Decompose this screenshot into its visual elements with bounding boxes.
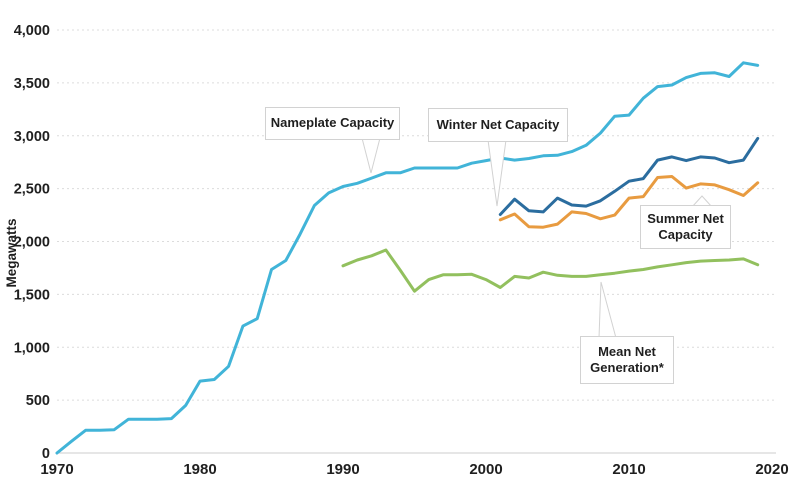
callout-summer-net-capacity: Summer Net Capacity <box>640 205 731 249</box>
y-axis-title: Megawatts <box>4 218 19 287</box>
y-tick-label: 3,500 <box>14 76 50 92</box>
y-tick-label: 500 <box>26 393 50 409</box>
y-tick-label: 3,000 <box>14 129 50 145</box>
callout-nameplate-capacity: Nameplate Capacity <box>265 107 400 140</box>
y-tick-label: 1,500 <box>14 287 50 303</box>
series-line-nameplate-capacity <box>55 61 760 455</box>
series-line-mean-net-generation <box>341 248 760 293</box>
y-tick-label: 2,000 <box>14 235 50 251</box>
callout-label: Mean Net <box>598 343 656 359</box>
y-tick-label: 4,000 <box>14 23 50 39</box>
x-tick-label: 1980 <box>183 461 216 478</box>
x-tick-label: 2020 <box>755 461 788 478</box>
callout-pointer-nameplate <box>361 137 381 174</box>
callout-label: Generation* <box>590 360 664 375</box>
callout-winter-net-capacity: Winter Net Capacity <box>428 108 568 142</box>
series-line-summer-net-capacity <box>498 175 760 229</box>
y-tick-label: 2,500 <box>14 182 50 198</box>
series-line-winter-net-capacity <box>498 136 760 216</box>
x-tick-label: 1990 <box>326 461 359 478</box>
y-tick-label: 1,000 <box>14 340 50 356</box>
callout-label: Winter Net Capacity <box>436 116 560 132</box>
y-tick-label: 0 <box>42 446 50 462</box>
callout-pointer-winter <box>487 139 507 207</box>
callout-mean-net-generation: Mean Net Generation* <box>580 336 674 384</box>
x-tick-label: 1970 <box>40 461 73 478</box>
callout-pointer-mean <box>598 281 617 339</box>
callout-label: Nameplate Capacity <box>270 115 395 131</box>
callout-label: Summer Net <box>647 210 724 226</box>
x-tick-label: 2000 <box>469 461 502 478</box>
callout-label: Capacity <box>658 227 713 242</box>
x-tick-label: 2010 <box>612 461 645 478</box>
